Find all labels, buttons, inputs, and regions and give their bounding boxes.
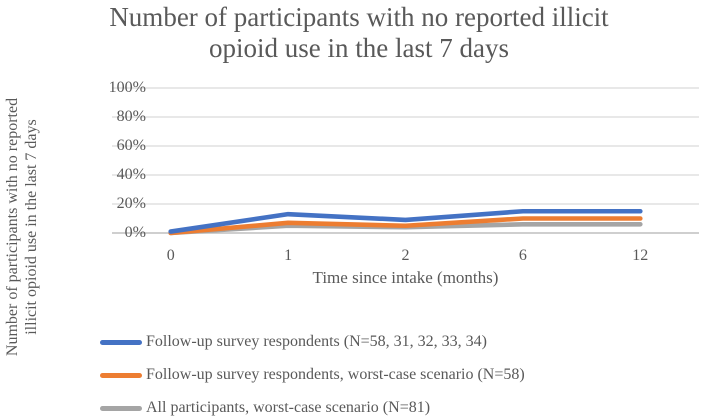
legend-item: Follow-up survey respondents, worst-case… <box>100 365 525 385</box>
legend-label: Follow-up survey respondents (N=58, 31, … <box>146 333 487 350</box>
x-tick-label: 12 <box>632 247 649 264</box>
legend-label: All participants, worst-case scenario (N… <box>146 399 431 416</box>
x-tick-label: 0 <box>166 247 175 264</box>
x-tick-label: 2 <box>401 247 410 264</box>
series-line <box>168 208 643 234</box>
y-tick-label: 80% <box>116 108 146 125</box>
y-tick-label: 60% <box>116 137 146 154</box>
y-tick-label: 100% <box>108 79 146 96</box>
y-tick-label: 0% <box>124 224 146 241</box>
chart-title-line2: opioid use in the last 7 days <box>209 33 509 63</box>
legend-swatch-line <box>100 405 142 411</box>
x-tick-label: 6 <box>518 247 527 264</box>
series-line <box>168 216 643 236</box>
chart-title: Number of participants with no reported … <box>34 2 684 64</box>
x-tick-label: 1 <box>284 247 293 264</box>
legend-swatch-line <box>100 372 142 378</box>
legend-label: Follow-up survey respondents, worst-case… <box>146 366 525 383</box>
chart-title-line1: Number of participants with no reported … <box>109 2 609 32</box>
legend-item: Follow-up survey respondents (N=58, 31, … <box>100 332 487 352</box>
y-tick-label: 40% <box>116 166 146 183</box>
y-tick-label: 20% <box>116 195 146 212</box>
x-axis-title: Time since intake (months) <box>312 268 499 287</box>
legend-item: All participants, worst-case scenario (N… <box>100 398 430 418</box>
legend-swatch-line <box>100 339 142 345</box>
